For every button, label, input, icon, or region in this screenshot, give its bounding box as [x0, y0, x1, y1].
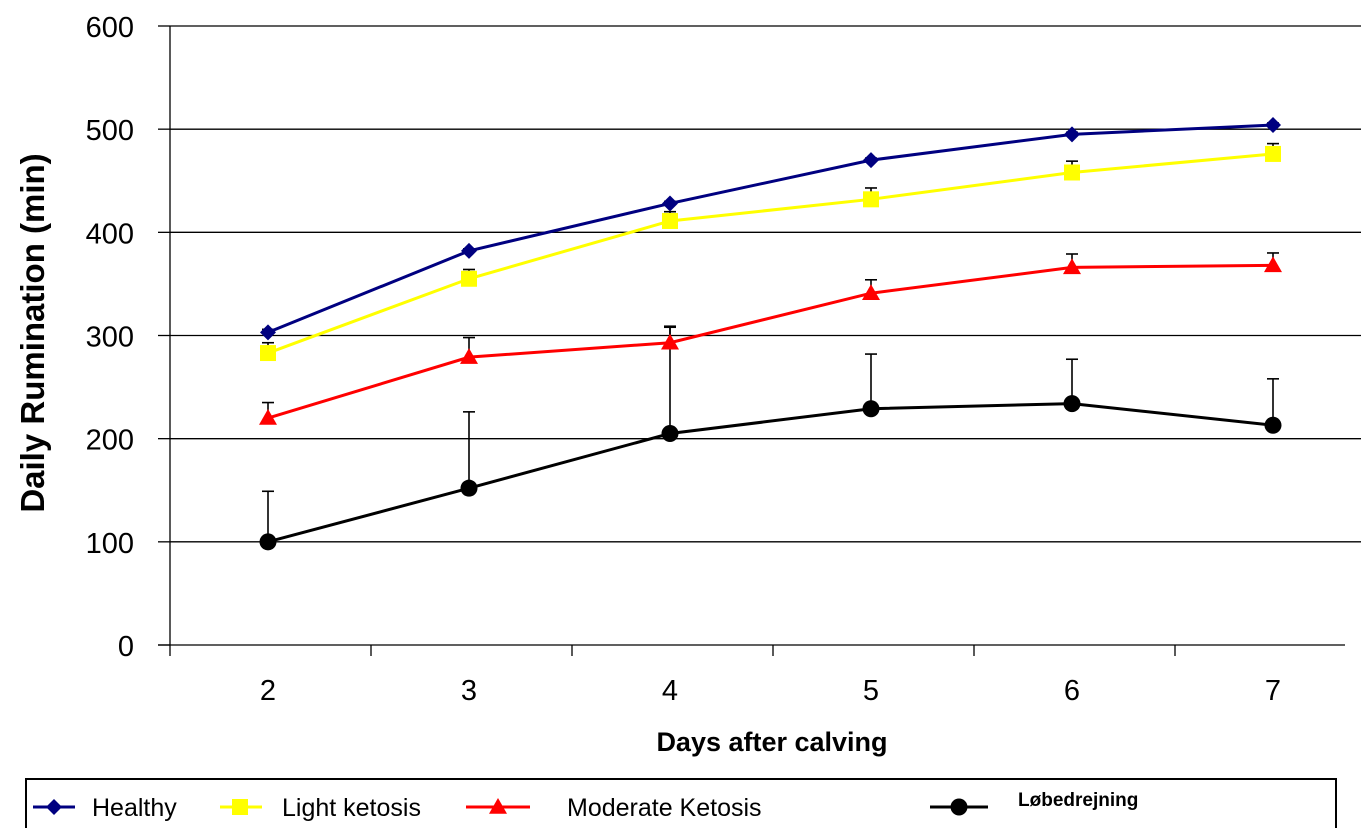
x-tick-label-2: 2 — [260, 675, 276, 707]
x-tick-label-7: 7 — [1265, 675, 1281, 707]
y-tick-label-0: 0 — [118, 631, 134, 663]
series-markers — [259, 117, 1282, 551]
data-point-2-5 — [1264, 256, 1282, 273]
x-tick-label-3: 3 — [461, 675, 477, 707]
data-point-3-3 — [862, 400, 880, 418]
legend-marker-2 — [489, 798, 507, 814]
legend-item-2: Moderate Ketosis — [466, 794, 762, 822]
error-bars — [262, 122, 1279, 542]
y-tick-label-100: 100 — [86, 528, 134, 560]
data-point-1-1 — [461, 270, 477, 287]
x-tick-label-6: 6 — [1064, 675, 1080, 707]
legend-label-1: Light ketosis — [282, 794, 421, 822]
legend-item-1: Light ketosis — [220, 794, 421, 822]
legend-item-0: Healthy — [33, 794, 177, 822]
y-tick-label-400: 400 — [86, 218, 134, 250]
data-point-0-1 — [461, 242, 477, 259]
data-point-3-1 — [460, 479, 478, 497]
data-point-2-4 — [1063, 258, 1081, 275]
series-lines — [267, 123, 1274, 544]
data-point-3-2 — [661, 425, 679, 443]
y-tick-label-200: 200 — [86, 425, 134, 457]
legend-label-0: Healthy — [92, 794, 177, 822]
series-line-2 — [267, 263, 1274, 420]
data-point-2-2 — [661, 333, 679, 350]
legend-marker-3 — [950, 798, 968, 816]
data-point-0-0 — [260, 324, 276, 341]
legend: Healthy Light ketosis Moderate Ketosis Løbe… — [25, 778, 1337, 828]
y-tick-label-600: 600 — [86, 12, 134, 44]
x-tick-label-4: 4 — [662, 675, 678, 707]
series-line-1 — [267, 152, 1274, 355]
series-line-3 — [267, 402, 1274, 544]
series-line-0 — [267, 123, 1274, 334]
y-tick-labels: 0 100 200 300 400 500 600 — [86, 12, 134, 663]
data-point-0-3 — [863, 152, 879, 169]
data-point-3-0 — [259, 533, 277, 551]
error-bar-3-1 — [463, 411, 475, 489]
x-tick-label-5: 5 — [863, 675, 879, 707]
data-point-0-4 — [1064, 126, 1080, 143]
legend-marker-1 — [232, 799, 248, 815]
axes — [158, 25, 1345, 656]
data-point-2-3 — [862, 284, 880, 300]
x-tick-labels: 2 3 4 5 6 7 — [260, 675, 1281, 707]
y-tick-label-500: 500 — [86, 115, 134, 147]
data-point-1-5 — [1265, 145, 1281, 162]
legend-marker-0 — [46, 799, 62, 815]
gridlines — [170, 25, 1361, 543]
legend-frame — [25, 778, 1337, 828]
x-axis-title: Days after calving — [656, 727, 887, 757]
data-point-2-1 — [460, 348, 478, 364]
y-tick-label-300: 300 — [86, 322, 134, 354]
legend-label-2: Moderate Ketosis — [567, 794, 762, 822]
data-point-2-0 — [259, 409, 277, 425]
y-axis-title: Daily Rumination (min) — [14, 153, 51, 512]
error-bar-3-3 — [865, 353, 877, 409]
data-point-1-0 — [260, 345, 276, 362]
data-point-0-5 — [1265, 117, 1281, 134]
data-point-3-4 — [1063, 395, 1081, 413]
data-point-1-2 — [662, 212, 678, 229]
data-point-0-2 — [662, 195, 678, 212]
legend-label-3: Løbedrejning — [1018, 790, 1138, 811]
data-point-3-5 — [1264, 416, 1282, 434]
data-point-1-3 — [863, 191, 879, 208]
legend-item-3: Løbedrejning — [930, 790, 1138, 816]
data-point-1-4 — [1064, 164, 1080, 181]
